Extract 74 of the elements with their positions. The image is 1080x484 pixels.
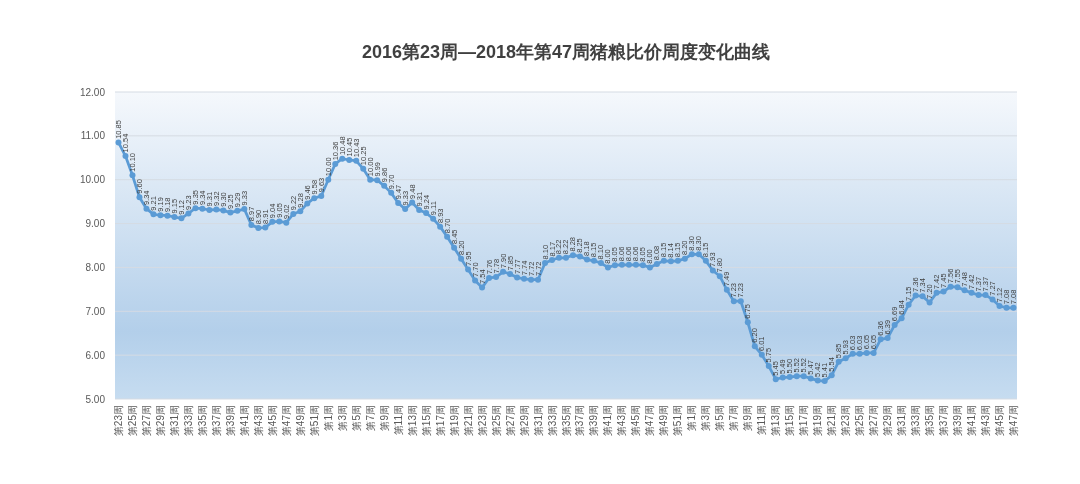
- x-tick-label: 第27周: [504, 405, 516, 437]
- x-tick-label: 第37周: [210, 405, 222, 437]
- x-tick-label: 第49周: [658, 405, 670, 437]
- x-tick-label: 第25周: [127, 405, 138, 437]
- x-tick-label: 第5周: [714, 405, 726, 431]
- x-tick-label: 第17周: [798, 405, 810, 437]
- x-tick-label: 第39周: [952, 405, 964, 437]
- x-tick-label: 第19周: [448, 405, 460, 437]
- x-tick-label: 第17周: [434, 405, 446, 437]
- x-tick-label: 第7周: [728, 405, 740, 431]
- x-tick-label: 第29周: [518, 405, 530, 437]
- x-tick-label: 第19周: [812, 405, 824, 437]
- y-tick-label: 5.00: [85, 393, 105, 405]
- x-tick-label: 第43周: [252, 405, 264, 437]
- x-tick-label: 第27周: [140, 405, 152, 437]
- x-tick-label: 第31周: [532, 405, 544, 437]
- x-tick-label: 第5周: [350, 405, 362, 431]
- x-tick-label: 第35周: [560, 405, 572, 437]
- x-tick-label: 第1周: [686, 405, 698, 431]
- x-tick-label: 第23周: [113, 405, 124, 437]
- x-tick-label: 第49周: [294, 405, 306, 437]
- x-tick-label: 第13周: [406, 405, 418, 437]
- x-tick-label: 第3周: [336, 405, 348, 431]
- x-tick-label: 第31周: [896, 405, 908, 437]
- x-tick-label: 第29周: [882, 405, 894, 437]
- x-tick-label: 第51周: [672, 405, 684, 437]
- x-tick-label: 第39周: [224, 405, 236, 437]
- x-tick-label: 第33周: [910, 405, 922, 437]
- x-tick-label: 第35周: [924, 405, 936, 437]
- x-tick-label: 第39周: [588, 405, 600, 437]
- x-tick-label: 第7周: [364, 405, 376, 431]
- x-tick-label: 第25周: [854, 405, 866, 437]
- x-tick-label: 第41周: [238, 405, 250, 437]
- x-tick-label: 第27周: [868, 405, 880, 437]
- x-tick-label: 第11周: [392, 405, 404, 436]
- x-tick-label: 第45周: [266, 405, 278, 437]
- x-tick-label: 第33周: [182, 405, 194, 437]
- x-tick-label: 第15周: [784, 405, 796, 437]
- x-tick-label: 第41周: [602, 405, 614, 437]
- x-tick-label: 第43周: [616, 405, 628, 437]
- x-tick-label: 第51周: [308, 405, 320, 437]
- x-tick-label: 第3周: [700, 405, 712, 431]
- y-tick-label: 10.00: [79, 174, 105, 186]
- x-tick-label: 第13周: [770, 405, 782, 437]
- x-tick-label: 第31周: [168, 405, 180, 437]
- x-tick-label: 第37周: [574, 405, 586, 437]
- x-tick-label: 第35周: [196, 405, 208, 437]
- x-tick-label: 第37周: [938, 405, 950, 437]
- x-tick-label: 第45周: [630, 405, 642, 437]
- y-tick-label: 8.00: [85, 261, 105, 273]
- y-tick-label: 7.00: [85, 305, 105, 317]
- title: 2016第23周—2018年第47周猪粮比价周度变化曲线: [361, 42, 771, 62]
- x-tick-label: 第41周: [966, 405, 978, 437]
- x-tick-label: 第23周: [840, 405, 852, 437]
- x-tick-label: 第47周: [1008, 405, 1019, 437]
- x-tick-label: 第47周: [280, 405, 292, 437]
- x-tick-label: 第43周: [980, 405, 992, 437]
- x-tick-label: 第47周: [644, 405, 656, 437]
- x-tick-label: 第15周: [420, 405, 432, 437]
- x-tick-label: 第21周: [462, 405, 474, 437]
- x-tick-label: 第21周: [826, 405, 838, 437]
- y-tick-label: 11.00: [80, 130, 105, 142]
- x-tick-label: 第1周: [322, 405, 334, 431]
- x-tick-label: 第29周: [154, 405, 166, 437]
- x-tick-label: 第45周: [994, 405, 1005, 437]
- x-tick-label: 第9周: [742, 405, 754, 431]
- y-tick-label: 12.00: [79, 86, 105, 98]
- x-tick-label: 第23周: [476, 405, 488, 437]
- x-tick-label: 第9周: [378, 405, 390, 431]
- x-tick-label: 第11周: [756, 405, 768, 436]
- y-tick-label: 6.00: [85, 349, 105, 361]
- x-tick-label: 第25周: [490, 405, 502, 437]
- y-tick-label: 9.00: [85, 218, 105, 230]
- x-tick-label: 第33周: [546, 405, 558, 437]
